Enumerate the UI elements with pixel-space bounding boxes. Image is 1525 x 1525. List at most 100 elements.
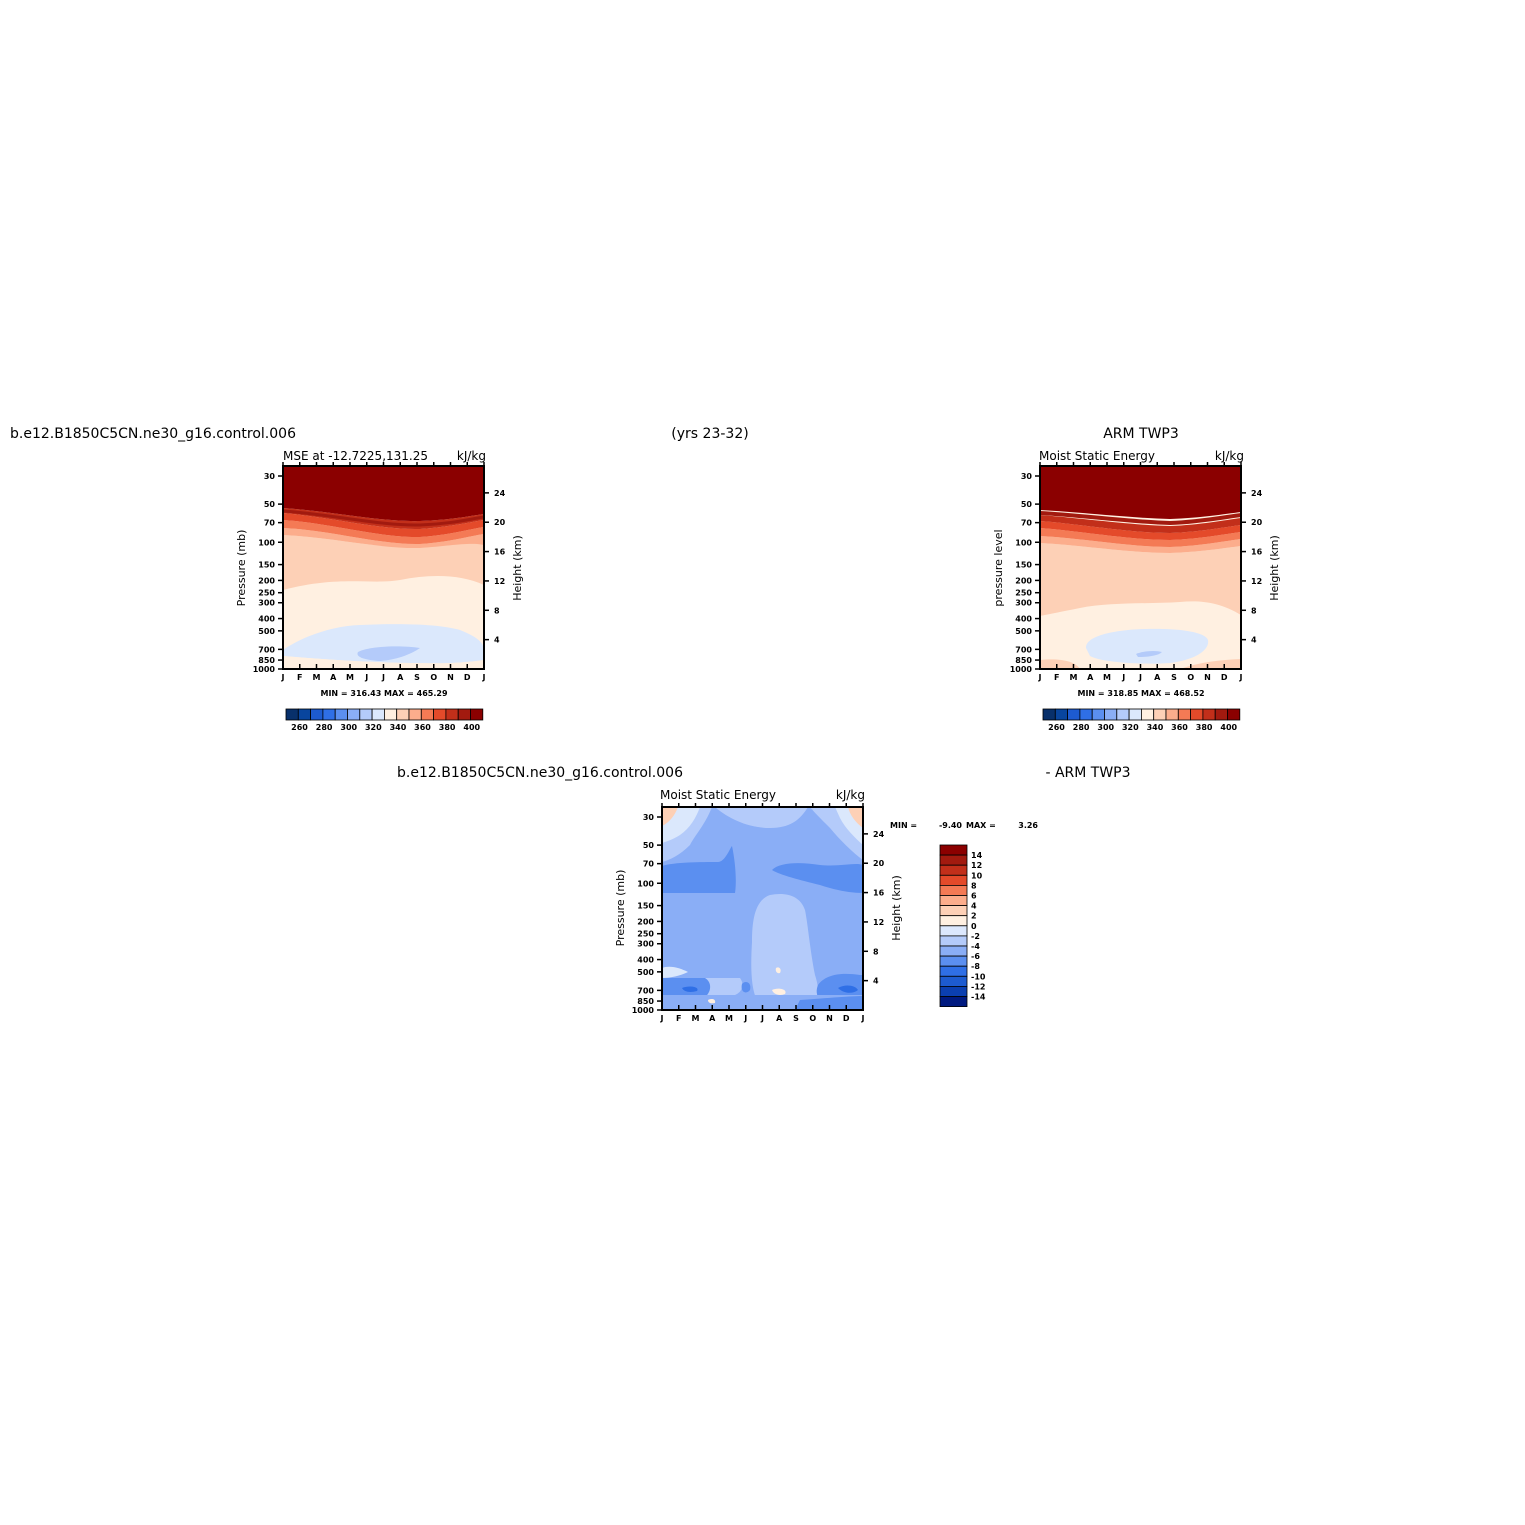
colorbar-box xyxy=(322,708,336,721)
month-label: M xyxy=(725,1014,733,1023)
colorbar-label: 380 xyxy=(439,723,456,732)
colorbar-label: 400 xyxy=(463,723,480,732)
diff-units: kJ/kg xyxy=(836,788,865,802)
pressure-label: 250 xyxy=(258,589,275,598)
diff-colorbar-label: -2 xyxy=(971,932,980,941)
month-label: J xyxy=(760,1014,764,1023)
colorbar-label: 320 xyxy=(365,723,382,732)
colorbar-box xyxy=(1104,708,1118,721)
axes-layer: J F M A M J J A S O N D J305070100150200250300400500… xyxy=(253,462,1263,1023)
colorbar-box xyxy=(1054,708,1069,721)
diff-colorbar-label: -4 xyxy=(971,942,980,951)
month-label: M xyxy=(692,1014,700,1023)
month-label: A xyxy=(709,1014,716,1023)
month-label: D xyxy=(843,1014,850,1023)
colorbar-box xyxy=(1190,708,1204,721)
diff-colorbar-box xyxy=(939,864,968,876)
diff-colorbar-box xyxy=(939,925,968,937)
month-label: S xyxy=(1171,673,1177,682)
pressure-label: 100 xyxy=(258,538,275,547)
colorbar-box xyxy=(347,708,361,721)
pressure-label: 70 xyxy=(1021,519,1033,528)
month-label: M xyxy=(346,673,354,682)
month-label: O xyxy=(430,673,437,682)
diff-colorbar-label: 6 xyxy=(971,892,977,901)
height-label: 16 xyxy=(1251,548,1263,557)
diff-colorbar-box xyxy=(939,975,968,987)
pressure-label: 70 xyxy=(643,860,655,869)
month-label: F xyxy=(676,1014,681,1023)
diff-colorbar-box xyxy=(939,996,968,1008)
pressure-label: 100 xyxy=(637,879,654,888)
colorbar-box xyxy=(297,708,311,721)
pressure-label: 100 xyxy=(1015,538,1032,547)
colorbar-box xyxy=(1091,708,1105,721)
model-y2label: Height (km) xyxy=(511,535,524,601)
pressure-label: 30 xyxy=(264,472,276,481)
height-label: 16 xyxy=(494,548,506,557)
model-minmax: MIN = 316.43 MAX = 465.29 xyxy=(320,689,447,698)
diff-colorbar-label: 8 xyxy=(971,881,977,890)
diff-colorbar-box xyxy=(939,965,968,977)
month-label: J xyxy=(861,1014,865,1023)
height-label: 12 xyxy=(494,577,505,586)
colorbar-box xyxy=(371,708,385,721)
obs-y2label: Height (km) xyxy=(1268,535,1281,601)
month-label: J xyxy=(1138,673,1142,682)
colorbar-box xyxy=(457,708,471,721)
height-label: 12 xyxy=(1251,577,1262,586)
month-label: J xyxy=(660,1014,664,1023)
pressure-label: 50 xyxy=(1021,500,1033,509)
colorbar-layer: 260 280 300 320 340 360 380 400 260 280 300 320 340 3… xyxy=(285,708,1241,1008)
month-label: O xyxy=(809,1014,816,1023)
diff-max-value: 3.26 xyxy=(1018,821,1038,830)
diff-colorbar-box xyxy=(939,935,968,947)
pressure-label: 150 xyxy=(1015,561,1032,570)
colorbar-label: 380 xyxy=(1196,723,1213,732)
month-label: J xyxy=(1038,673,1042,682)
colorbar-box xyxy=(470,708,484,721)
colorbar-label: 280 xyxy=(316,723,333,732)
diff-colorbar-label: -10 xyxy=(971,972,986,981)
diff-colorbar-label: -8 xyxy=(971,962,980,971)
month-label: J xyxy=(743,1014,747,1023)
colorbar-box xyxy=(1153,708,1167,721)
month-label: A xyxy=(397,673,404,682)
colorbar-box xyxy=(1079,708,1093,721)
pressure-label: 500 xyxy=(258,627,275,636)
model-units: kJ/kg xyxy=(457,449,486,463)
height-label: 4 xyxy=(1251,636,1257,645)
colorbar-label: 260 xyxy=(291,723,308,732)
colorbar-box xyxy=(1214,708,1228,721)
diff-colorbar-box xyxy=(939,895,968,907)
month-label: J xyxy=(1239,673,1243,682)
colorbar-box xyxy=(396,708,410,721)
month-label: N xyxy=(447,673,454,682)
colorbar-box xyxy=(1165,708,1179,721)
colorbar-box xyxy=(408,708,422,721)
colorbar-label: 280 xyxy=(1073,723,1090,732)
pressure-label: 300 xyxy=(258,599,275,608)
month-label: D xyxy=(464,673,471,682)
colorbar-label: 300 xyxy=(1097,723,1114,732)
diff-colorbar-box xyxy=(939,874,968,886)
pressure-label: 30 xyxy=(1021,472,1033,481)
pressure-label: 30 xyxy=(643,813,655,822)
model-ylabel: Pressure (mb) xyxy=(235,530,248,607)
colorbar-box xyxy=(1202,708,1216,721)
month-label: A xyxy=(330,673,337,682)
pressure-label: 400 xyxy=(637,956,654,965)
diff-colorbar-label: -6 xyxy=(971,952,980,961)
height-label: 4 xyxy=(494,636,500,645)
colorbar-box xyxy=(1042,708,1056,721)
month-label: A xyxy=(1087,673,1094,682)
diff-min-label: MIN = xyxy=(890,821,917,830)
pressure-label: 500 xyxy=(1015,627,1032,636)
month-label: O xyxy=(1187,673,1194,682)
height-label: 24 xyxy=(494,489,506,498)
month-label: J xyxy=(364,673,368,682)
colorbar-label: 340 xyxy=(1147,723,1164,732)
pressure-label: 700 xyxy=(1015,645,1032,654)
pressure-label: 700 xyxy=(258,645,275,654)
month-label: A xyxy=(1154,673,1161,682)
